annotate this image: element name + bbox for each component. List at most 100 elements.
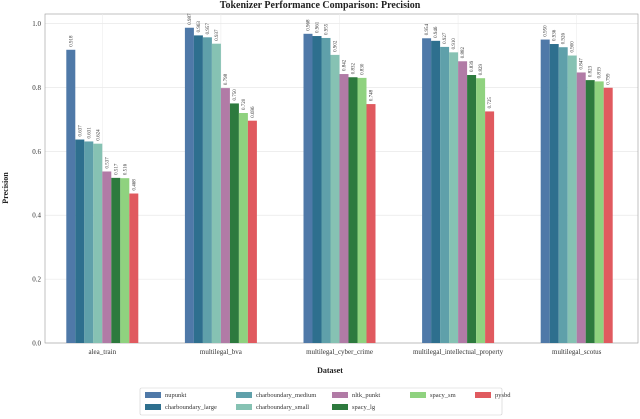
y-tick-label: 0.8 (32, 84, 41, 92)
bar (567, 55, 577, 344)
bar (330, 54, 340, 343)
bar (603, 87, 613, 344)
bar-value-label: 0.517 (114, 163, 119, 175)
y-tick-label: 0.2 (32, 276, 41, 284)
bar (84, 141, 94, 343)
bar-value-label: 0.946 (434, 26, 439, 38)
bar (476, 78, 486, 343)
bar-value-label: 0.847 (580, 58, 585, 70)
bar-value-label: 0.799 (607, 73, 612, 85)
bar (93, 143, 103, 343)
bar (467, 75, 477, 344)
bar-value-label: 0.696 (251, 106, 256, 118)
bar (540, 39, 550, 343)
bar-value-label: 0.725 (488, 97, 493, 109)
bar (184, 27, 194, 343)
bar-value-label: 0.832 (352, 62, 357, 74)
legend-label: pysbd (495, 392, 511, 399)
bar-value-label: 0.936 (553, 29, 558, 41)
bar-value-label: 0.918 (69, 35, 74, 47)
bar-value-label: 0.963 (197, 21, 202, 33)
legend-label: nltk_punkt (352, 392, 380, 399)
bar (458, 61, 468, 344)
y-tick-label: 1.0 (32, 20, 41, 28)
x-tick-label: multilegal_scotus (552, 348, 602, 356)
bar-value-label: 0.823 (589, 65, 594, 77)
legend-swatch (145, 404, 161, 410)
legend-label: spacy_lg (352, 404, 376, 411)
bar (348, 77, 358, 343)
bar-value-label: 0.882 (461, 47, 466, 59)
bar (238, 113, 248, 344)
legend-swatch (236, 392, 252, 398)
bar-value-label: 0.950 (544, 25, 549, 37)
legend-swatch (332, 392, 348, 398)
x-tick-label: multilegal_bva (200, 348, 243, 356)
bar (75, 139, 85, 343)
bar-value-label: 0.798 (224, 73, 229, 85)
bar (247, 120, 257, 343)
y-axis-label: Precision (1, 172, 10, 204)
legend-swatch (410, 392, 426, 398)
bar (357, 77, 367, 344)
bar (549, 44, 559, 344)
bar-value-label: 0.839 (470, 60, 475, 72)
bar-value-label: 0.468 (132, 179, 137, 191)
bar-value-label: 0.750 (233, 89, 238, 101)
bar-value-label: 0.927 (443, 32, 448, 44)
bar (102, 171, 112, 343)
axis-ticks: 0.0 0.2 0.4 0.6 0.8 1.0 alea_train multilegal_b… (32, 20, 601, 356)
bar-value-label: 0.902 (334, 40, 339, 52)
legend-label: charboundary_small (256, 404, 309, 411)
bar (576, 72, 586, 343)
legend-swatch (145, 392, 161, 398)
chart-title: Tokenizer Performance Comparison: Precis… (220, 0, 421, 11)
bar-value-label: 0.720 (242, 98, 247, 110)
bar-value-label: 0.968 (307, 19, 312, 31)
bar-value-label: 0.631 (87, 127, 92, 139)
legend-swatch (332, 404, 348, 410)
legend-swatch (236, 404, 252, 410)
bar-value-label: 0.624 (96, 129, 101, 141)
x-axis-label: Dataset (317, 366, 343, 375)
bar (585, 80, 595, 343)
value-labels: 0.918 0.637 0.631 0.624 0.537 0.517 0.516 0.468… (69, 13, 611, 191)
bar-value-label: 0.937 (215, 29, 220, 41)
bar-value-label: 0.987 (188, 13, 193, 25)
bar (339, 74, 349, 344)
legend-label: charboundary_medium (256, 392, 316, 399)
bar (120, 178, 130, 343)
bar-value-label: 0.926 (562, 32, 567, 44)
bar (366, 104, 376, 343)
bar-value-label: 0.961 (316, 21, 321, 33)
bar-value-label: 0.910 (452, 38, 457, 50)
bar (111, 177, 121, 343)
bar-value-label: 0.748 (370, 89, 375, 101)
bar (312, 36, 322, 344)
legend-label: nupunkt (165, 392, 187, 399)
bar (303, 33, 313, 343)
bar (485, 111, 495, 343)
bar-value-label: 0.900 (571, 41, 576, 53)
bar (431, 40, 441, 344)
bar (321, 37, 331, 344)
x-tick-label: alea_train (89, 348, 117, 356)
bar (440, 46, 450, 344)
bar-value-label: 0.637 (78, 125, 83, 137)
bar (422, 38, 432, 343)
legend-swatch (475, 392, 491, 398)
bar (449, 52, 459, 343)
bar (193, 35, 203, 343)
bar (558, 47, 568, 343)
bar (229, 103, 239, 343)
bar-value-label: 0.830 (361, 63, 366, 75)
bar (594, 81, 604, 343)
y-tick-label: 0.6 (32, 148, 41, 156)
bar (129, 193, 139, 343)
bar-value-label: 0.819 (598, 67, 603, 79)
bar (211, 43, 221, 344)
bar (220, 88, 230, 343)
bar-value-label: 0.516 (123, 163, 128, 175)
